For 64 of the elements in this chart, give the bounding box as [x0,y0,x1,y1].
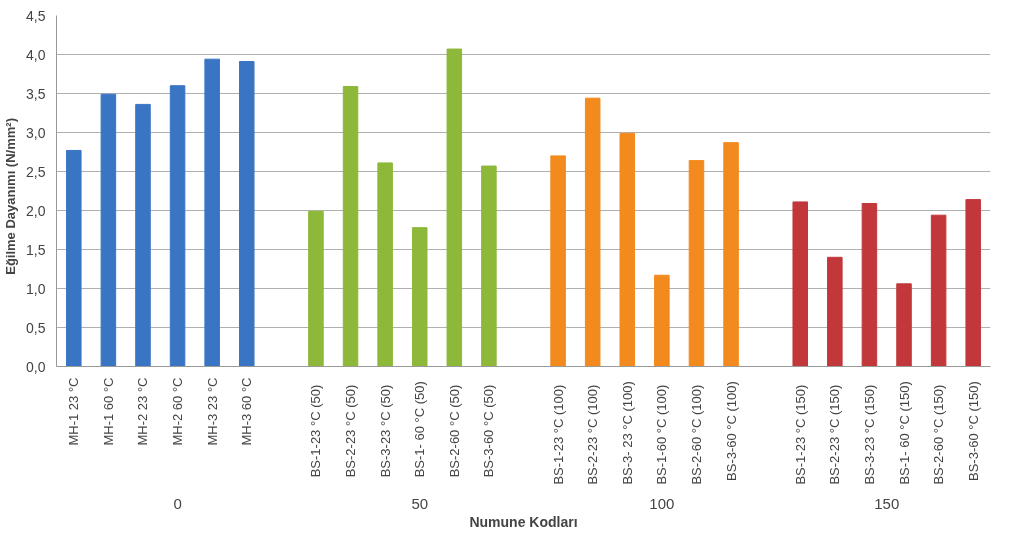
y-tick-label: 1,0 [26,280,46,297]
y-tick-label: 4,5 [26,7,46,24]
text: 100 [649,494,675,512]
x-tick-label: BS-2-23 °C (150) [827,384,843,485]
x-tick-label: MH-1 23 °C [66,377,82,446]
x-axis-title: Numune Kodları [469,513,578,530]
text: 0 [173,494,182,512]
bar [446,48,463,367]
x-tick-label: BS-1- 60 °C (150) [896,381,912,485]
bar [411,227,428,367]
x-tick-label: BS-1- 60 °C (50) [412,381,428,478]
x-tick-label: MH-2 60 °C [170,377,186,446]
x-tick-label: BS-3-60 °C (100) [723,381,739,481]
x-tick-label: BS-3-23 °C (50) [377,384,393,478]
x-tick-label: MH-2 23 °C [135,377,151,446]
bar [896,283,912,367]
bar [792,201,809,367]
x-tick-label: BS-2-60 °C (150) [931,384,947,485]
text: 150 [874,494,900,512]
x-tick-label: BS-3-60 °C (150) [965,381,981,481]
x-tick-label: BS-1-60 °C (100) [654,384,670,485]
x-tick-label: MH-3 23 °C [204,377,220,446]
bar [550,155,566,367]
y-tick-label: 2,0 [26,202,46,219]
bar [827,256,843,367]
bar [342,85,359,367]
bar [930,214,947,367]
x-tick-label: BS-2-60 °C (100) [688,384,704,485]
y-tick-label: 1,5 [26,241,46,258]
bar [619,132,636,367]
x-tick-label: BS-2-23 °C (50) [343,384,359,478]
y-tick-label: 0,0 [26,358,46,375]
x-tick-label: BS-3- 23 °C (100) [619,381,635,485]
y-tick-label: 0,5 [26,319,46,336]
bar [135,103,151,367]
bar [204,58,220,367]
bar [654,274,670,367]
x-tick-label: BS-3-60 °C (50) [481,384,497,478]
y-tick-label: 2,5 [26,163,46,180]
bar [100,93,117,367]
bar [861,202,878,367]
y-axis-title: Eğilme Dayanımı (N/mm²) [3,118,19,275]
bar [66,149,82,367]
bar [965,199,981,367]
x-tick-label: MH-1 60 °C [100,377,116,446]
y-tick-label: 3,5 [26,85,46,102]
x-tick-label: BS-3-23 °C (150) [861,384,877,485]
x-tick-label: BS-1-23 °C (100) [550,384,566,485]
bar [584,97,601,367]
bar [688,160,705,367]
x-tick-label: BS-1-23 °C (50) [308,384,324,478]
y-tick-label: 3,0 [26,124,46,141]
bar [308,210,324,367]
x-tick-label: MH-3 60 °C [239,377,255,446]
bar [169,85,186,367]
bar [377,162,393,367]
x-tick-label: BS-1-23 °C (150) [792,384,808,485]
x-tick-label: BS-2-60 °C (50) [446,384,462,478]
bar [238,61,255,367]
bar [723,142,739,367]
x-tick-label: BS-2-23 °C (100) [585,384,601,485]
y-tick-label: 4,0 [26,46,46,63]
text: 50 [411,494,429,512]
bar [481,165,497,367]
